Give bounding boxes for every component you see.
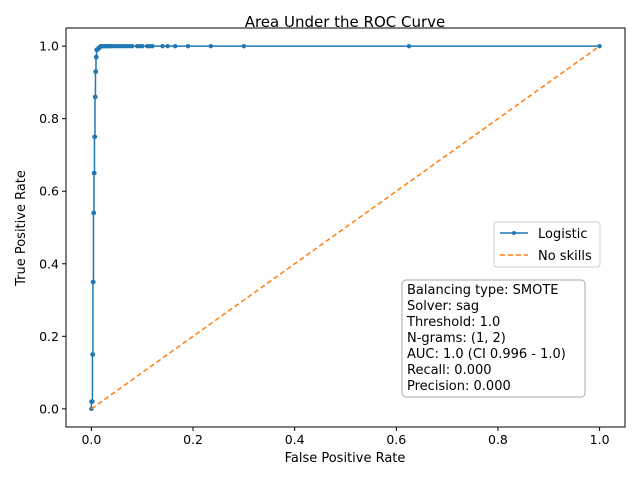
y-tick-label: 0.2 bbox=[39, 329, 59, 344]
y-tick-label: 1.0 bbox=[39, 39, 59, 54]
x-tick-label: 1.0 bbox=[590, 432, 610, 447]
series-point bbox=[150, 43, 155, 49]
x-axis: 0.0 0.2 0.4 0.6 0.8 1.0 bbox=[81, 427, 610, 447]
x-tick-label: 0.6 bbox=[386, 432, 406, 447]
series-point bbox=[129, 43, 135, 49]
series-point bbox=[208, 43, 214, 49]
y-axis: 0.0 0.2 0.4 0.6 0.8 1.0 bbox=[39, 39, 66, 416]
info-solver: Solver: sag bbox=[407, 299, 479, 314]
y-axis-label: True Positive Rate bbox=[14, 170, 29, 287]
legend-noskills-label: No skills bbox=[538, 249, 592, 264]
info-threshold: Threshold: 1.0 bbox=[406, 315, 500, 330]
series-point bbox=[597, 43, 602, 49]
legend-logistic-label: Logistic bbox=[538, 227, 587, 242]
series-point bbox=[90, 352, 96, 357]
series-point bbox=[92, 170, 97, 176]
series-point bbox=[160, 43, 165, 49]
series-point bbox=[91, 279, 96, 285]
info-box-frame bbox=[401, 279, 586, 398]
info-balancing: Balancing type: SMOTE bbox=[407, 283, 559, 298]
info-auc: AUC: 1.0 (CI 0.996 - 1.0) bbox=[407, 347, 566, 362]
info-precision: Precision: 0.000 bbox=[407, 379, 511, 394]
info-recall: Recall: 0.000 bbox=[407, 363, 492, 378]
legend-logistic-marker bbox=[512, 231, 516, 235]
series-point bbox=[406, 43, 412, 49]
x-tick-label: 0.8 bbox=[488, 432, 508, 447]
series-point bbox=[93, 94, 98, 100]
info-ngrams: N-grams: (1, 2) bbox=[407, 331, 506, 346]
series-point bbox=[185, 43, 191, 49]
series-point bbox=[173, 43, 178, 49]
series-point bbox=[241, 43, 247, 49]
series-point bbox=[91, 210, 97, 216]
x-tick-label: 0.2 bbox=[183, 432, 203, 447]
plot-area bbox=[89, 43, 602, 412]
chart-title: Area Under the ROC Curve bbox=[245, 13, 446, 31]
y-tick-label: 0.6 bbox=[39, 184, 59, 199]
series-point bbox=[165, 43, 170, 49]
series-point bbox=[92, 134, 98, 140]
y-tick-label: 0.8 bbox=[39, 111, 59, 126]
series-line-1 bbox=[90, 45, 601, 410]
series-point bbox=[94, 54, 99, 60]
series-point bbox=[90, 399, 95, 404]
x-tick-label: 0.4 bbox=[285, 432, 305, 447]
x-axis-label: False Positive Rate bbox=[285, 451, 406, 466]
series-point bbox=[140, 43, 145, 49]
y-tick-label: 0.4 bbox=[39, 256, 59, 271]
plot-frame bbox=[65, 27, 626, 428]
series-point bbox=[93, 69, 99, 74]
info-box: Balancing type: SMOTE Solver: sag Thresh… bbox=[401, 279, 586, 398]
x-tick-label: 0.0 bbox=[81, 432, 101, 447]
legend: Logistic No skills bbox=[493, 221, 601, 268]
y-tick-label: 0.0 bbox=[39, 401, 59, 416]
